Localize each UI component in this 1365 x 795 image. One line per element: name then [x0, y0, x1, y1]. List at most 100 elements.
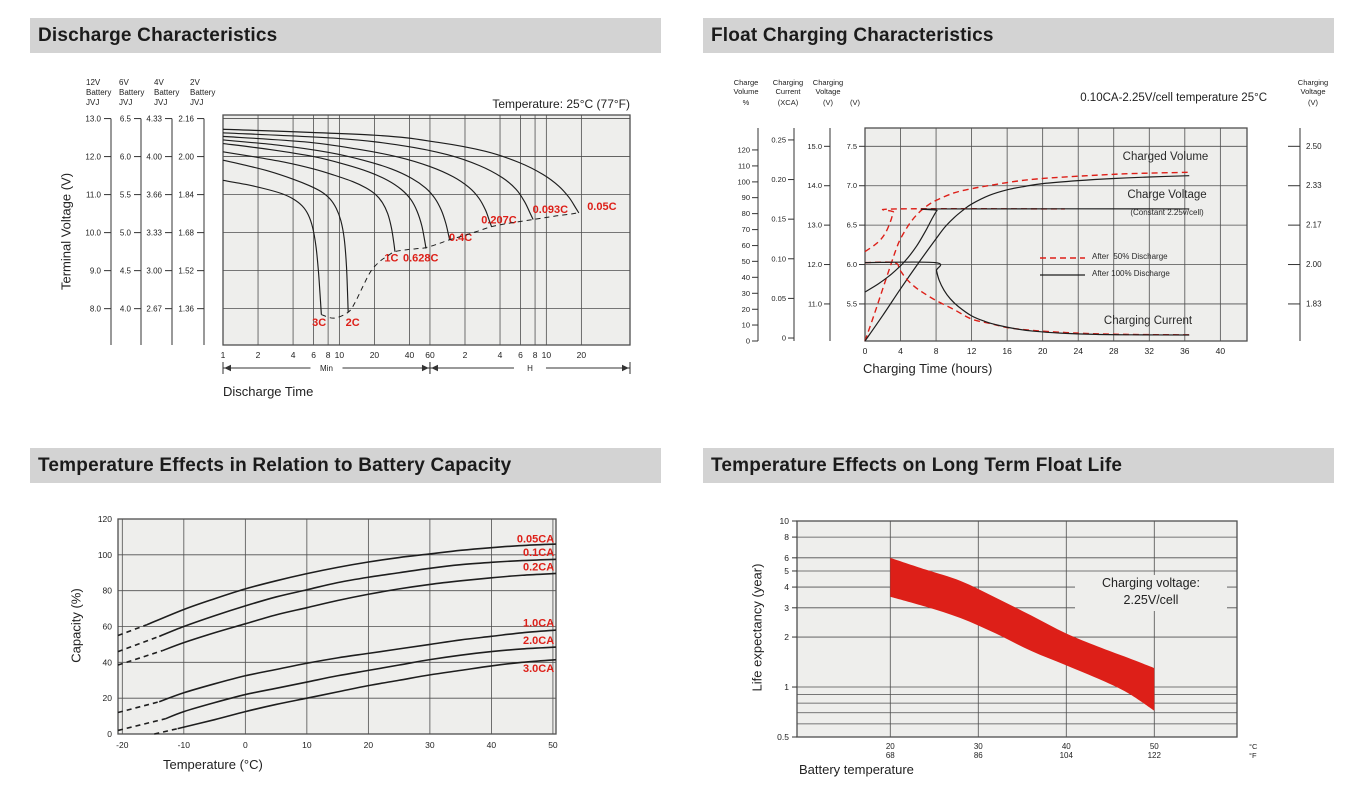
svg-text:2.50: 2.50 — [1306, 142, 1322, 151]
svg-text:1.68: 1.68 — [178, 229, 194, 238]
svg-text:5.5: 5.5 — [120, 191, 132, 200]
svg-text:0: 0 — [243, 740, 248, 750]
svg-text:(V): (V) — [823, 98, 834, 107]
float-life-y-axis-title: Life expectancy (year) — [749, 563, 765, 692]
legend-after-50-discharge: After 50% Discharge — [1092, 252, 1168, 261]
svg-text:1: 1 — [221, 350, 226, 360]
svg-text:12: 12 — [967, 346, 977, 356]
svg-text:28: 28 — [1109, 346, 1119, 356]
charge-voltage-label: Charge Voltage — [1127, 189, 1207, 201]
svg-text:Charging: Charging — [773, 78, 803, 87]
svg-text:1.0CA: 1.0CA — [523, 618, 554, 630]
svg-text:6: 6 — [784, 553, 789, 563]
svg-text:50: 50 — [548, 740, 558, 750]
svg-text:13.0: 13.0 — [807, 221, 822, 230]
svg-text:0: 0 — [782, 334, 786, 343]
svg-text:°C: °C — [1249, 742, 1258, 751]
svg-text:5: 5 — [784, 566, 789, 576]
svg-text:JVJ: JVJ — [154, 98, 167, 107]
svg-text:2V: 2V — [190, 78, 200, 87]
capacity-y-axis-title: Capacity (%) — [68, 588, 84, 663]
svg-text:0.20: 0.20 — [771, 175, 786, 184]
svg-text:1C: 1C — [384, 253, 398, 265]
svg-text:60: 60 — [742, 241, 750, 250]
svg-text:Battery: Battery — [119, 88, 144, 97]
svg-text:10: 10 — [302, 740, 312, 750]
svg-text:Charge: Charge — [734, 78, 759, 87]
svg-text:JVJ: JVJ — [86, 98, 99, 107]
svg-text:13.0: 13.0 — [85, 115, 101, 124]
svg-text:Voltage: Voltage — [1300, 87, 1325, 96]
svg-text:8: 8 — [784, 532, 789, 542]
svg-text:Min: Min — [320, 364, 333, 373]
svg-text:20: 20 — [577, 350, 587, 360]
svg-text:0: 0 — [746, 337, 750, 346]
svg-text:(V): (V) — [850, 98, 861, 107]
svg-text:0.25: 0.25 — [771, 135, 786, 144]
svg-text:8.0: 8.0 — [90, 305, 102, 314]
svg-text:3.33: 3.33 — [146, 229, 162, 238]
svg-text:40: 40 — [405, 350, 415, 360]
svg-text:20: 20 — [1038, 346, 1048, 356]
capacity-x-axis-title: Temperature (°C) — [163, 757, 263, 772]
svg-text:104: 104 — [1060, 751, 1074, 760]
svg-text:10: 10 — [542, 350, 552, 360]
svg-text:2.00: 2.00 — [1306, 260, 1322, 269]
svg-text:0.5: 0.5 — [777, 732, 789, 742]
svg-text:8: 8 — [326, 350, 331, 360]
svg-text:24: 24 — [1073, 346, 1083, 356]
svg-text:120: 120 — [737, 145, 750, 154]
svg-text:4: 4 — [498, 350, 503, 360]
svg-text:70: 70 — [742, 225, 750, 234]
svg-text:-10: -10 — [178, 740, 191, 750]
svg-text:32: 32 — [1145, 346, 1155, 356]
svg-text:60: 60 — [425, 350, 435, 360]
svg-text:122: 122 — [1148, 751, 1162, 760]
svg-text:40: 40 — [487, 740, 497, 750]
discharge-y-axis-title: Terminal Voltage (V) — [58, 172, 74, 291]
svg-text:7.0: 7.0 — [847, 181, 857, 190]
svg-text:1.36: 1.36 — [178, 305, 194, 314]
svg-text:8: 8 — [533, 350, 538, 360]
svg-text:80: 80 — [103, 586, 113, 596]
svg-text:4: 4 — [291, 350, 296, 360]
svg-text:20: 20 — [370, 350, 380, 360]
svg-text:0: 0 — [863, 346, 868, 356]
svg-text:12.0: 12.0 — [85, 153, 101, 162]
svg-text:5.0: 5.0 — [120, 229, 132, 238]
float-charging-title: Float Charging Characteristics — [703, 18, 1334, 53]
svg-text:10.0: 10.0 — [85, 229, 101, 238]
svg-text:50: 50 — [742, 257, 750, 266]
svg-text:6.5: 6.5 — [847, 221, 857, 230]
svg-text:3.00: 3.00 — [146, 267, 162, 276]
svg-text:14.0: 14.0 — [807, 181, 822, 190]
svg-text:3: 3 — [784, 603, 789, 613]
float-charging-x-axis-title: Charging Time (hours) — [863, 361, 993, 376]
svg-text:2C: 2C — [346, 317, 360, 329]
svg-text:4: 4 — [898, 346, 903, 356]
charging-voltage-annotation-line1: Charging voltage: — [1102, 576, 1200, 590]
svg-text:2.0CA: 2.0CA — [523, 635, 554, 647]
svg-text:8: 8 — [934, 346, 939, 356]
svg-text:11.0: 11.0 — [808, 299, 822, 308]
charging-voltage-annotation-line2: 2.25V/cell — [1123, 593, 1179, 607]
svg-text:30: 30 — [742, 289, 750, 298]
svg-text:30: 30 — [974, 742, 983, 751]
svg-text:20: 20 — [886, 742, 895, 751]
svg-text:5.5: 5.5 — [847, 299, 857, 308]
svg-text:20: 20 — [103, 693, 113, 703]
svg-text:40: 40 — [742, 273, 750, 282]
svg-text:36: 36 — [1180, 346, 1190, 356]
svg-text:0.15: 0.15 — [771, 215, 786, 224]
svg-text:68: 68 — [886, 751, 895, 760]
svg-text:JVJ: JVJ — [190, 98, 203, 107]
svg-text:120: 120 — [98, 514, 112, 524]
discharge-temperature-note: Temperature: 25°C (77°F) — [492, 97, 630, 111]
svg-text:20: 20 — [364, 740, 374, 750]
svg-text:60: 60 — [103, 622, 113, 632]
svg-text:40: 40 — [103, 657, 113, 667]
svg-text:Battery: Battery — [86, 88, 111, 97]
svg-text:0.093C: 0.093C — [533, 204, 569, 216]
svg-text:1.84: 1.84 — [178, 191, 194, 200]
